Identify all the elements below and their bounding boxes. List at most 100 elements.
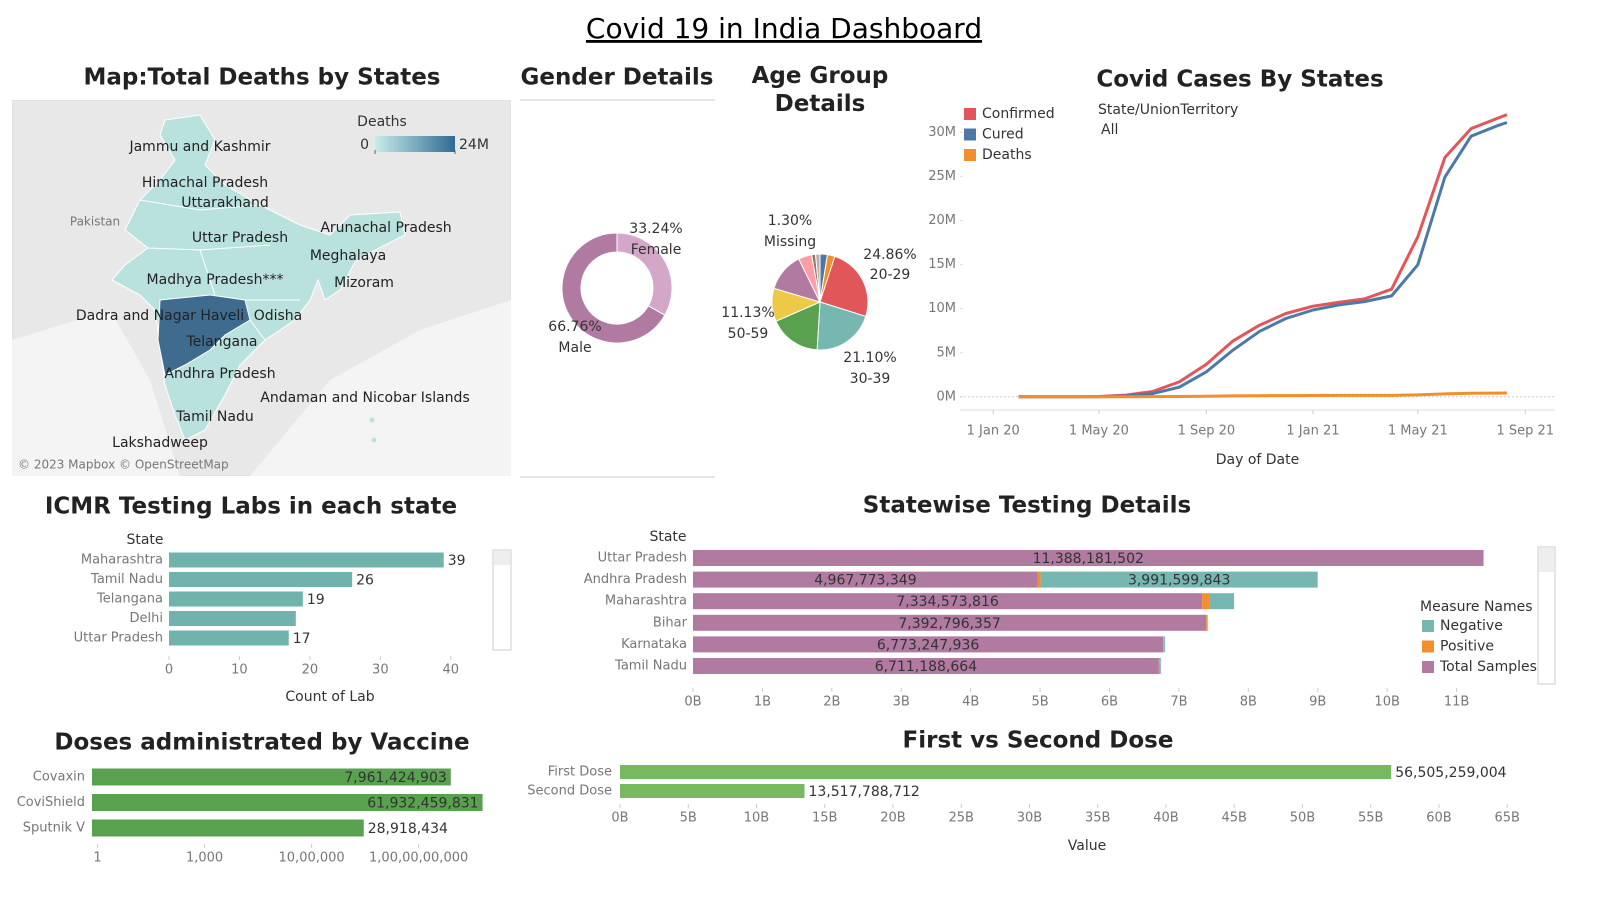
color-legend — [375, 136, 455, 152]
state-label: Andaman and Nicobar Islands — [260, 390, 470, 406]
pie-slice — [816, 301, 867, 351]
bar — [169, 630, 289, 646]
x-axis-label: Count of Lab — [285, 689, 374, 705]
x-tick-label: 10B — [744, 811, 769, 826]
data-label: 6,773,247,936 — [877, 637, 980, 653]
legend-label: Positive — [1440, 639, 1494, 655]
pie-slice — [775, 301, 821, 351]
legend-label: Deaths — [982, 147, 1032, 163]
data-label: 26 — [356, 573, 374, 589]
category-label: First Dose — [548, 765, 612, 780]
pie-slice — [814, 253, 821, 303]
bar-segment — [1209, 593, 1235, 610]
state-label: Uttarakhand — [181, 195, 268, 211]
x-tick-label: 20B — [880, 811, 905, 826]
category-label: Uttar Pradesh — [74, 631, 163, 646]
x-tick-label: 30B — [1017, 811, 1042, 826]
bar — [92, 819, 364, 837]
x-tick-label: 0B — [684, 695, 701, 710]
x-tick-label: 1 — [93, 851, 101, 866]
data-label: 13,517,788,712 — [809, 784, 920, 800]
category-label: Second Dose — [527, 784, 612, 799]
map-sea — [250, 300, 511, 476]
state-label: Himachal Pradesh — [142, 175, 268, 191]
column-header: State — [126, 532, 163, 548]
x-tick-label: 10 — [231, 663, 248, 678]
x-tick-label: 0B — [611, 811, 628, 826]
state-label: Meghalaya — [310, 248, 386, 264]
scroll-thumb[interactable] — [494, 551, 510, 565]
data-label: 61,932,459,831 — [367, 796, 478, 812]
y-tick-label: 30M — [928, 125, 956, 140]
slice-label: 30-39 — [850, 371, 891, 387]
state-label: Odisha — [254, 308, 303, 324]
category-label: Andhra Pradesh — [584, 572, 687, 587]
x-tick-label: 1 May 20 — [1069, 424, 1129, 439]
category-label: Sputnik V — [23, 821, 85, 836]
x-tick-label: 25B — [948, 811, 973, 826]
data-label: 24.86% — [863, 247, 916, 263]
state-label: Arunachal Pradesh — [320, 220, 451, 236]
x-tick-label: 45B — [1221, 811, 1246, 826]
legend-label: Total Samples — [1439, 659, 1537, 675]
bar — [169, 611, 296, 626]
y-tick-label: 10M — [928, 301, 956, 316]
category-label: Telangana — [96, 592, 163, 607]
slice-label: Female — [631, 242, 682, 258]
bar-segment — [693, 614, 1207, 631]
pie-slice — [819, 255, 869, 318]
data-label: 56,505,259,004 — [1395, 765, 1506, 781]
x-axis-label: Day of Date — [1216, 452, 1300, 468]
dashboard-title: Covid 19 in India Dashboard — [586, 12, 982, 45]
bar — [169, 591, 303, 607]
x-tick-label: 30 — [372, 663, 389, 678]
data-label: 4,967,773,349 — [814, 573, 916, 589]
legend-title: Measure Names — [1420, 599, 1533, 615]
data-label: 17 — [293, 631, 311, 647]
data-label: 28,918,434 — [368, 821, 448, 837]
bar-segment — [1207, 614, 1208, 631]
category-label: Delhi — [130, 611, 163, 626]
data-label: 7,334,573,816 — [896, 594, 999, 610]
map-sea — [12, 310, 180, 476]
x-tick-label: 6B — [1101, 695, 1118, 710]
scrollbar[interactable] — [1537, 546, 1556, 685]
state-label: Lakshadweep — [112, 435, 208, 451]
data-label: 3,991,599,843 — [1128, 573, 1230, 589]
y-tick-label: 0M — [937, 389, 957, 404]
x-tick-label: 5B — [1031, 695, 1048, 710]
data-label: 19 — [307, 592, 325, 608]
x-tick-label: 10,00,000 — [279, 851, 345, 866]
state-label: Uttar Pradesh — [192, 230, 288, 246]
x-tick-label: 1 Jan 20 — [967, 424, 1020, 439]
bar — [620, 765, 1392, 779]
chart-title: First vs Second Dose — [903, 728, 1174, 754]
bar-segment — [693, 550, 1484, 566]
legend-swatch — [1422, 620, 1434, 632]
bar — [92, 768, 451, 786]
chart-title: Statewise Testing Details — [863, 493, 1191, 519]
data-label: 39 — [448, 553, 466, 569]
x-tick-label: 40 — [443, 663, 460, 678]
bar-segment — [1206, 614, 1208, 631]
filter-title: State/UnionTerritory — [1098, 102, 1238, 118]
y-tick-label: 20M — [928, 213, 956, 228]
legend-swatch — [964, 149, 976, 161]
scrollbar[interactable] — [492, 549, 512, 651]
x-tick-label: 55B — [1358, 811, 1383, 826]
bar-segment — [1163, 636, 1165, 653]
x-tick-label: 11B — [1444, 695, 1469, 710]
legend-swatch — [964, 128, 976, 141]
chart-title: Doses administrated by Vaccine — [54, 730, 469, 756]
line-series — [1018, 113, 1508, 399]
scroll-thumb[interactable] — [1539, 548, 1554, 572]
y-tick-label: 25M — [928, 169, 956, 184]
bar-segment — [1040, 571, 1318, 588]
bar — [169, 572, 353, 587]
data-label: 11.13% — [721, 305, 774, 321]
maharashtra-shape — [157, 294, 251, 376]
bar-segment — [693, 571, 1038, 588]
data-label: 7,961,424,903 — [344, 770, 446, 786]
x-tick-label: 4B — [962, 695, 979, 710]
